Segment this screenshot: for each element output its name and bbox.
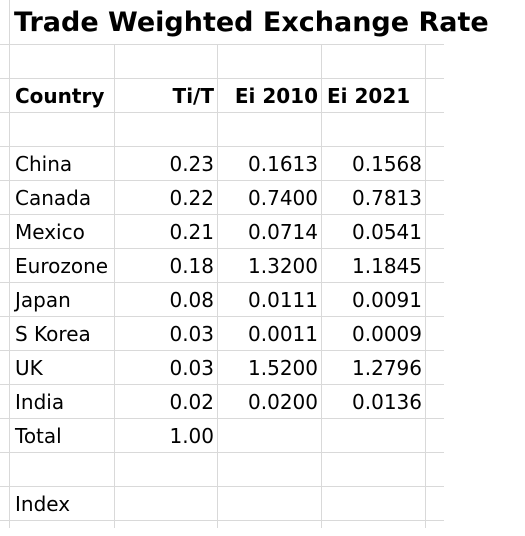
country-cell[interactable]: Canada xyxy=(15,186,92,210)
gridline-horizontal xyxy=(0,146,444,147)
country-cell[interactable]: Mexico xyxy=(15,220,85,244)
country-cell[interactable]: India xyxy=(15,390,65,414)
weight-cell[interactable]: 0.08 xyxy=(169,288,214,312)
ei2010-cell[interactable]: 0.0111 xyxy=(248,288,318,312)
gridline-horizontal xyxy=(0,486,444,487)
gridline-horizontal xyxy=(0,112,444,113)
gridline-horizontal xyxy=(0,350,444,351)
ei2021-cell[interactable]: 0.0541 xyxy=(352,220,422,244)
gridline-horizontal xyxy=(0,44,444,45)
header-ei2010-cell[interactable]: Ei 2010 xyxy=(234,84,318,108)
country-cell[interactable]: Eurozone xyxy=(15,254,109,278)
country-cell[interactable]: UK xyxy=(15,356,43,380)
ei2010-cell[interactable]: 1.5200 xyxy=(248,356,318,380)
gridline-vertical xyxy=(217,0,218,528)
ei2010-cell[interactable]: 1.3200 xyxy=(248,254,318,278)
gridline-horizontal xyxy=(0,78,444,79)
country-cell[interactable]: Japan xyxy=(15,288,71,312)
country-cell[interactable]: S Korea xyxy=(15,322,91,346)
ei2021-cell[interactable]: 1.1845 xyxy=(352,254,422,278)
gridline-horizontal xyxy=(0,316,444,317)
gridline-horizontal xyxy=(0,248,444,249)
gridline-horizontal xyxy=(0,384,444,385)
weight-cell[interactable]: 0.02 xyxy=(169,390,214,414)
ei2021-cell[interactable]: 1.2796 xyxy=(352,356,422,380)
total-label-cell[interactable]: Total xyxy=(15,424,62,448)
ei2010-cell[interactable]: 0.7400 xyxy=(248,186,318,210)
ei2021-cell[interactable]: 0.7813 xyxy=(352,186,422,210)
gridline-vertical xyxy=(9,0,10,528)
sheet-title-cell[interactable]: Trade Weighted Exchange Rate xyxy=(14,0,497,44)
gridline-horizontal xyxy=(0,282,444,283)
weight-cell[interactable]: 0.03 xyxy=(169,356,214,380)
index-label-cell[interactable]: Index xyxy=(15,492,71,516)
gridline-horizontal xyxy=(0,180,444,181)
ei2010-cell[interactable]: 0.1613 xyxy=(248,152,318,176)
gridline-horizontal xyxy=(0,452,444,453)
total-weight-cell[interactable]: 1.00 xyxy=(169,424,214,448)
ei2010-cell[interactable]: 0.0714 xyxy=(248,220,318,244)
gridline-horizontal xyxy=(0,418,444,419)
weight-cell[interactable]: 0.21 xyxy=(169,220,214,244)
weight-cell[interactable]: 0.03 xyxy=(169,322,214,346)
gridline-horizontal xyxy=(0,520,444,521)
ei2021-cell[interactable]: 0.0091 xyxy=(352,288,422,312)
weight-cell[interactable]: 0.22 xyxy=(169,186,214,210)
gridline-vertical xyxy=(425,0,426,528)
gridline-vertical xyxy=(321,0,322,528)
weight-cell[interactable]: 0.23 xyxy=(169,152,214,176)
gridline-vertical xyxy=(114,0,115,528)
ei2010-cell[interactable]: 0.0011 xyxy=(248,322,318,346)
header-ei2021-cell[interactable]: Ei 2021 xyxy=(327,84,411,108)
ei2021-cell[interactable]: 0.0136 xyxy=(352,390,422,414)
ei2021-cell[interactable]: 0.0009 xyxy=(352,322,422,346)
country-cell[interactable]: China xyxy=(15,152,73,176)
gridline-horizontal xyxy=(0,214,444,215)
ei2010-cell[interactable]: 0.0200 xyxy=(248,390,318,414)
weight-cell[interactable]: 0.18 xyxy=(169,254,214,278)
ei2021-cell[interactable]: 0.1568 xyxy=(352,152,422,176)
header-weight-cell[interactable]: Ti/T xyxy=(172,84,214,108)
header-country-cell[interactable]: Country xyxy=(15,84,105,108)
